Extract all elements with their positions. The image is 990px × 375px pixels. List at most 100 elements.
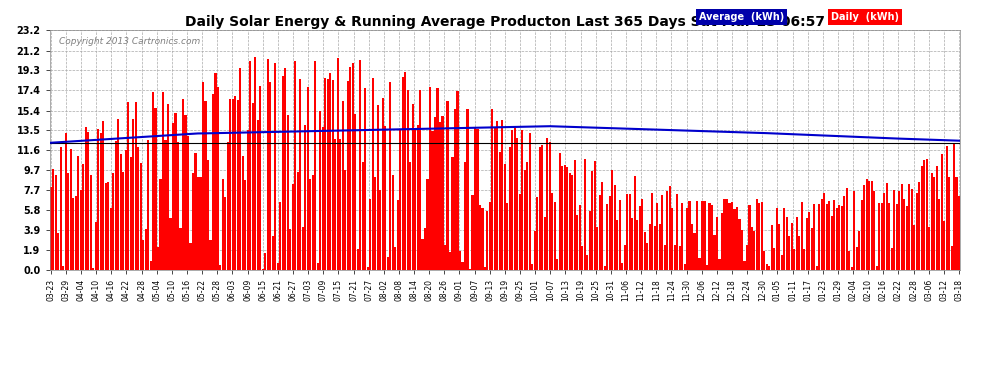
Bar — [529, 132, 531, 270]
Bar — [434, 117, 436, 270]
Bar — [294, 61, 296, 270]
Bar — [412, 104, 414, 270]
Bar — [506, 203, 509, 270]
Bar — [459, 251, 461, 270]
Bar — [542, 145, 544, 270]
Bar — [427, 178, 429, 270]
Bar — [584, 159, 586, 270]
Bar — [374, 177, 376, 270]
Bar — [439, 122, 442, 270]
Bar — [479, 205, 481, 270]
Bar — [678, 246, 681, 270]
Bar — [848, 251, 850, 270]
Text: Daily  (kWh): Daily (kWh) — [831, 12, 899, 22]
Bar — [556, 259, 558, 270]
Bar — [97, 129, 99, 270]
Bar — [376, 105, 379, 270]
Bar — [561, 166, 563, 270]
Bar — [576, 215, 578, 270]
Bar — [696, 201, 698, 270]
Bar — [287, 115, 289, 270]
Bar — [739, 219, 741, 270]
Bar — [110, 209, 112, 270]
Bar — [813, 204, 816, 270]
Bar — [831, 216, 833, 270]
Bar — [235, 96, 237, 270]
Bar — [319, 111, 322, 270]
Bar — [666, 191, 668, 270]
Bar — [282, 76, 284, 270]
Bar — [950, 246, 952, 270]
Bar — [921, 166, 923, 270]
Bar — [64, 133, 66, 270]
Bar — [644, 232, 645, 270]
Bar — [167, 104, 169, 270]
Bar — [860, 200, 863, 270]
Bar — [379, 190, 381, 270]
Bar — [589, 211, 591, 270]
Bar — [222, 178, 224, 270]
Bar — [855, 247, 857, 270]
Bar — [808, 212, 811, 270]
Bar — [466, 109, 468, 270]
Bar — [923, 159, 926, 270]
Bar — [936, 166, 938, 270]
Bar — [340, 139, 342, 270]
Bar — [102, 121, 104, 270]
Bar — [245, 180, 247, 270]
Bar — [709, 202, 711, 270]
Bar — [865, 179, 868, 270]
Bar — [394, 247, 396, 270]
Bar — [469, 269, 471, 270]
Bar — [571, 175, 573, 270]
Bar — [532, 264, 534, 270]
Bar — [933, 177, 936, 270]
Bar — [442, 116, 444, 270]
Bar — [254, 57, 256, 270]
Bar — [729, 203, 731, 270]
Bar — [444, 245, 446, 270]
Bar — [409, 162, 411, 270]
Bar — [537, 197, 539, 270]
Bar — [928, 228, 931, 270]
Bar — [843, 196, 845, 270]
Bar — [661, 195, 663, 270]
Bar — [548, 142, 550, 270]
Bar — [753, 231, 755, 270]
Bar — [384, 126, 386, 270]
Bar — [157, 247, 159, 270]
Bar — [92, 268, 94, 270]
Bar — [232, 99, 234, 270]
Bar — [52, 169, 54, 270]
Bar — [177, 142, 179, 270]
Bar — [648, 224, 650, 270]
Bar — [422, 240, 424, 270]
Bar — [448, 252, 451, 270]
Bar — [404, 72, 406, 270]
Bar — [289, 229, 291, 270]
Bar — [868, 181, 870, 270]
Bar — [359, 60, 361, 270]
Bar — [704, 201, 706, 270]
Bar — [918, 183, 920, 270]
Bar — [349, 68, 351, 270]
Bar — [474, 127, 476, 270]
Bar — [402, 77, 404, 270]
Bar — [140, 163, 142, 270]
Bar — [237, 100, 239, 270]
Bar — [719, 259, 721, 270]
Bar — [653, 226, 655, 270]
Bar — [100, 133, 102, 270]
Bar — [663, 244, 665, 270]
Bar — [187, 136, 189, 270]
Bar — [77, 156, 79, 270]
Bar — [154, 108, 156, 270]
Bar — [354, 114, 356, 270]
Bar — [297, 172, 299, 270]
Bar — [916, 193, 918, 270]
Bar — [834, 200, 836, 270]
Bar — [763, 251, 765, 270]
Bar — [90, 175, 92, 270]
Bar — [886, 183, 888, 270]
Bar — [386, 257, 389, 270]
